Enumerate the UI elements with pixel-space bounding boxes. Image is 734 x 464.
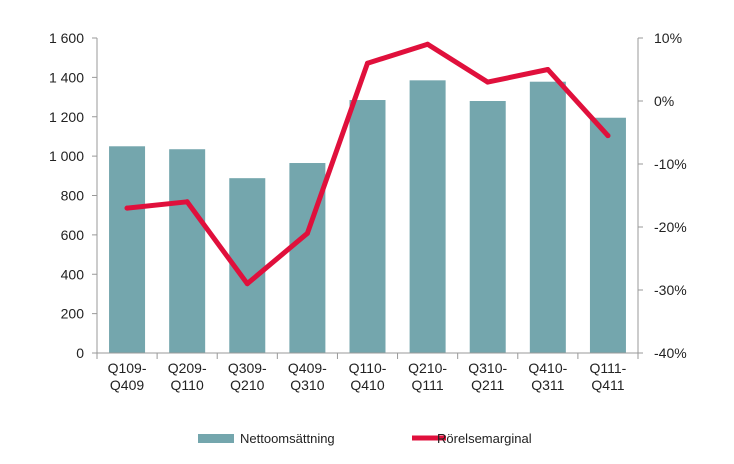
x-tick-label: Q109-Q409 (108, 360, 147, 393)
bars-group (109, 80, 626, 354)
y-left-tick-label: 1 400 (49, 69, 84, 85)
bar-1 (109, 146, 146, 353)
y-left-tick-label: 200 (61, 306, 85, 322)
x-tick-label: Q410-Q311 (528, 360, 567, 393)
bar-7 (469, 101, 506, 353)
y-left-tick-label: 1 000 (49, 148, 84, 164)
line-point-8 (545, 67, 551, 72)
x-tick-label: Q409-Q310 (288, 360, 327, 393)
y-right-tick-label: -30% (654, 282, 687, 298)
line-point-1 (124, 205, 130, 211)
y-left-tick-label: 1 200 (49, 109, 84, 125)
line-point-9 (605, 133, 611, 139)
legend-label-bar: Nettoomsättning (240, 431, 335, 446)
bar-8 (529, 81, 566, 354)
bar-6 (409, 80, 446, 353)
bar-5 (349, 100, 386, 353)
x-tick-label: Q110-Q410 (349, 360, 387, 393)
x-tick-label: Q309-Q210 (228, 360, 267, 393)
x-tick-label: Q111-Q411 (590, 360, 627, 393)
y-right-tick-label: -10% (654, 156, 687, 172)
line-point-3 (244, 281, 250, 287)
legend: Nettoomsättning Rörelsemarginal (198, 431, 532, 446)
line-point-4 (304, 230, 310, 236)
bar-9 (589, 117, 626, 353)
y-right-tick-label: -40% (654, 345, 687, 361)
y-left-tick-label: 400 (61, 266, 85, 282)
x-tick-label: Q210-Q111 (408, 360, 447, 393)
line-point-2 (184, 199, 190, 205)
y-left-tick-label: 800 (61, 188, 85, 204)
x-tick-label: Q209-Q110 (168, 360, 207, 393)
x-tick-label: Q310-Q211 (468, 360, 507, 393)
y-right-tick-label: 10% (654, 30, 682, 46)
legend-label-line: Rörelsemarginal (437, 431, 532, 446)
line-group (124, 41, 611, 287)
legend-swatch-bar (198, 434, 234, 443)
line-point-5 (365, 60, 370, 66)
line-point-7 (485, 79, 491, 85)
line-point-6 (425, 41, 431, 47)
y-left-tick-label: 600 (61, 227, 85, 243)
bar-2 (169, 149, 206, 353)
axes-group: 0 200 400 600 800 1 000 1 200 1 400 1 600 -40% -30… (49, 30, 687, 393)
y-right-tick-label: 0% (654, 93, 674, 109)
y-left-tick-label: 0 (76, 345, 84, 361)
y-right-tick-label: -20% (654, 219, 687, 235)
y-left-tick-label: 1 600 (49, 30, 84, 46)
